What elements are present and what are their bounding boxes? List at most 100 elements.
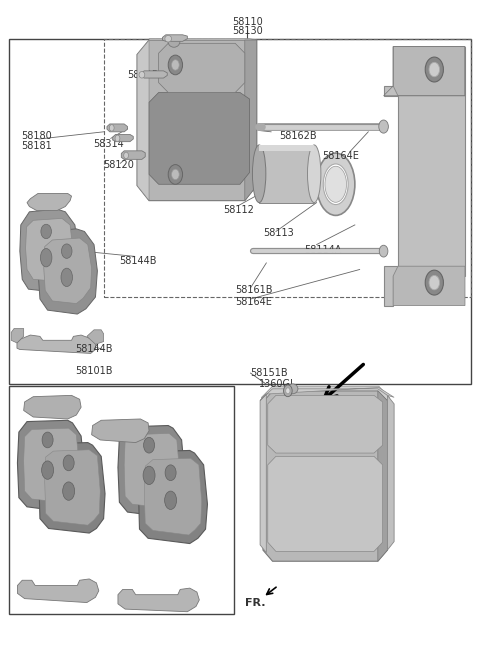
Ellipse shape (429, 275, 440, 290)
Ellipse shape (42, 432, 53, 448)
Text: 58144B: 58144B (120, 256, 157, 266)
Ellipse shape (139, 72, 145, 78)
Text: 58151B: 58151B (251, 368, 288, 378)
Polygon shape (393, 266, 465, 306)
Polygon shape (38, 229, 97, 314)
Text: FR.: FR. (245, 598, 265, 608)
Polygon shape (149, 39, 257, 40)
Ellipse shape (41, 224, 51, 238)
Polygon shape (141, 71, 167, 78)
Ellipse shape (42, 461, 54, 480)
Polygon shape (268, 457, 383, 551)
Ellipse shape (323, 164, 348, 204)
Ellipse shape (144, 438, 155, 453)
Polygon shape (39, 443, 105, 533)
Text: 58164E: 58164E (323, 151, 359, 161)
Ellipse shape (63, 482, 74, 500)
Polygon shape (268, 396, 383, 453)
Ellipse shape (165, 465, 176, 481)
Ellipse shape (429, 62, 440, 77)
Text: 58161B: 58161B (235, 286, 273, 296)
Ellipse shape (165, 491, 177, 509)
Ellipse shape (317, 153, 355, 215)
Polygon shape (144, 459, 202, 535)
Text: 58144B: 58144B (75, 344, 112, 355)
Ellipse shape (168, 165, 182, 184)
Ellipse shape (171, 60, 179, 70)
Ellipse shape (252, 145, 266, 202)
Text: 58314: 58314 (93, 139, 124, 148)
Polygon shape (137, 40, 257, 200)
Polygon shape (118, 588, 199, 612)
Polygon shape (27, 193, 72, 210)
Ellipse shape (379, 120, 388, 133)
Polygon shape (260, 388, 394, 401)
Polygon shape (121, 151, 145, 160)
Polygon shape (107, 124, 128, 132)
Ellipse shape (40, 248, 52, 267)
Ellipse shape (61, 244, 72, 258)
Bar (104, 39, 471, 297)
Polygon shape (25, 218, 72, 281)
Text: 58114A: 58114A (304, 245, 341, 255)
Text: 58125: 58125 (128, 70, 158, 80)
Text: 58112: 58112 (223, 205, 254, 215)
Ellipse shape (379, 245, 388, 257)
Polygon shape (260, 394, 266, 553)
Polygon shape (387, 396, 394, 550)
Polygon shape (162, 35, 187, 41)
Polygon shape (24, 396, 81, 419)
Polygon shape (263, 391, 387, 561)
Ellipse shape (124, 152, 129, 159)
Ellipse shape (63, 455, 74, 471)
Text: 58101B: 58101B (75, 366, 113, 376)
Ellipse shape (61, 268, 72, 286)
Ellipse shape (284, 385, 292, 397)
Text: 58181: 58181 (21, 141, 52, 151)
Polygon shape (11, 328, 24, 343)
Polygon shape (262, 386, 389, 402)
Ellipse shape (165, 35, 171, 42)
Polygon shape (384, 47, 465, 306)
Polygon shape (17, 420, 84, 512)
Polygon shape (45, 450, 100, 525)
Text: 58162B: 58162B (279, 131, 317, 141)
Ellipse shape (109, 125, 114, 131)
Polygon shape (92, 419, 149, 443)
Bar (9, 386, 234, 614)
Text: 58110: 58110 (232, 16, 263, 27)
Ellipse shape (288, 384, 298, 394)
Polygon shape (113, 135, 133, 142)
Ellipse shape (115, 135, 120, 142)
Ellipse shape (168, 35, 180, 47)
Ellipse shape (171, 170, 179, 179)
Polygon shape (44, 238, 92, 304)
Ellipse shape (308, 145, 321, 202)
Text: 58180: 58180 (21, 131, 52, 141)
Text: 58113: 58113 (263, 229, 294, 238)
Polygon shape (17, 335, 96, 353)
Polygon shape (259, 145, 314, 152)
Polygon shape (245, 40, 257, 200)
Polygon shape (137, 40, 149, 200)
Ellipse shape (325, 166, 347, 202)
Text: 58130: 58130 (232, 26, 263, 36)
Polygon shape (17, 579, 99, 602)
Text: 58120: 58120 (104, 160, 134, 170)
Polygon shape (118, 426, 185, 517)
Text: 1360GJ: 1360GJ (259, 378, 294, 388)
Polygon shape (139, 451, 207, 543)
Polygon shape (259, 145, 314, 202)
Text: 58164E: 58164E (235, 297, 272, 307)
Ellipse shape (425, 270, 444, 295)
Ellipse shape (425, 57, 444, 82)
Ellipse shape (168, 55, 182, 75)
Polygon shape (87, 330, 104, 344)
Text: 58163B: 58163B (170, 49, 208, 58)
Ellipse shape (286, 388, 290, 394)
Polygon shape (393, 47, 465, 96)
Polygon shape (149, 93, 250, 184)
Bar (9, 39, 471, 384)
Polygon shape (378, 391, 387, 561)
Ellipse shape (143, 466, 155, 484)
